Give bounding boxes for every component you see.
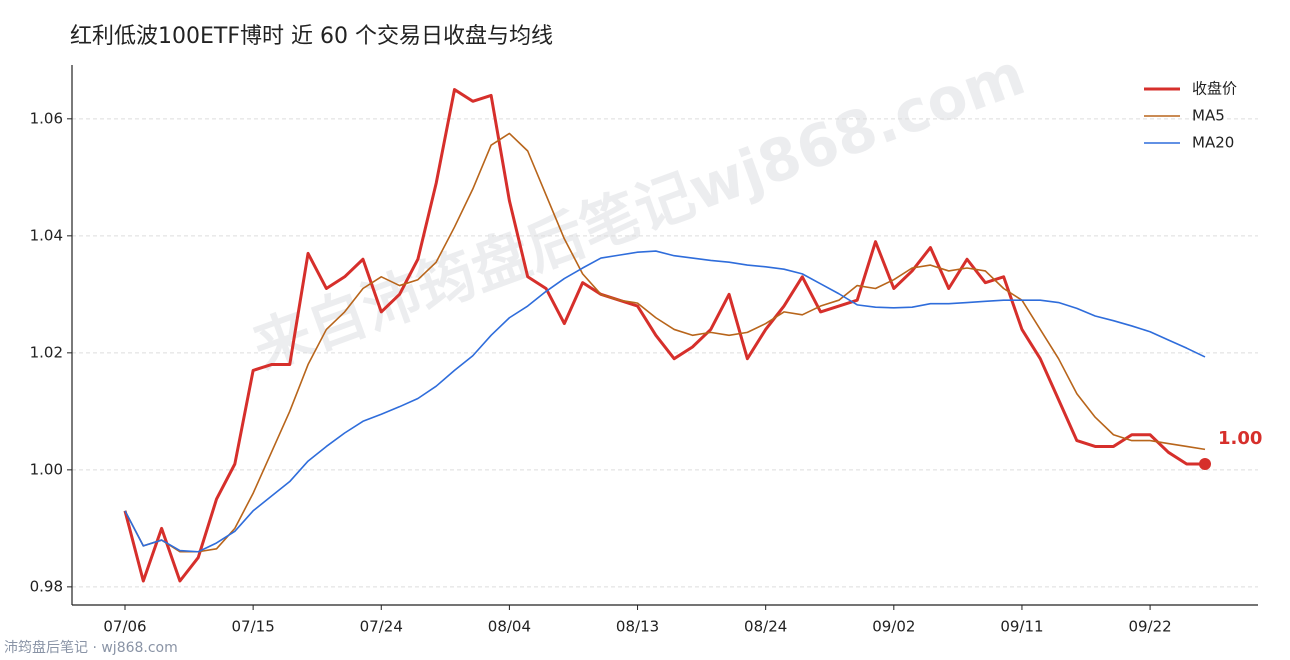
chart-title: 红利低波100ETF博时 近 60 个交易日收盘与均线 — [70, 24, 553, 49]
end-marker — [1199, 458, 1211, 471]
legend-label: MA5 — [1192, 107, 1225, 125]
value-label: 1.00 — [1218, 428, 1262, 449]
line-series — [123, 88, 1205, 583]
footer: 沛筠盘后笔记 · wj868.com — [4, 639, 178, 656]
x-tick-label: 07/15 — [232, 618, 275, 636]
x-tick-label: 09/11 — [1000, 618, 1043, 636]
x-tick-label: 08/13 — [616, 618, 659, 636]
y-tick-label: 0.98 — [30, 577, 63, 595]
legend-label: MA20 — [1192, 134, 1234, 152]
y-tick-label: 1.00 — [30, 460, 63, 478]
y-tick-label: 1.02 — [30, 343, 63, 361]
legend-label: 收盘价 — [1192, 80, 1237, 98]
x-tick-label: 08/04 — [488, 618, 531, 636]
y-tick-label: 1.06 — [30, 109, 63, 127]
x-tick-label: 09/02 — [872, 618, 915, 636]
line-series — [124, 250, 1206, 553]
x-tick-label: 09/22 — [1128, 618, 1171, 636]
watermark: 来自沛筠盘后笔记wj868.com — [244, 40, 1033, 383]
x-tick-label: 07/06 — [103, 618, 146, 636]
y-tick-label: 1.04 — [30, 226, 63, 244]
line-series — [124, 132, 1206, 553]
x-tick-label: 08/24 — [744, 618, 787, 636]
x-tick-label: 07/24 — [360, 618, 403, 636]
